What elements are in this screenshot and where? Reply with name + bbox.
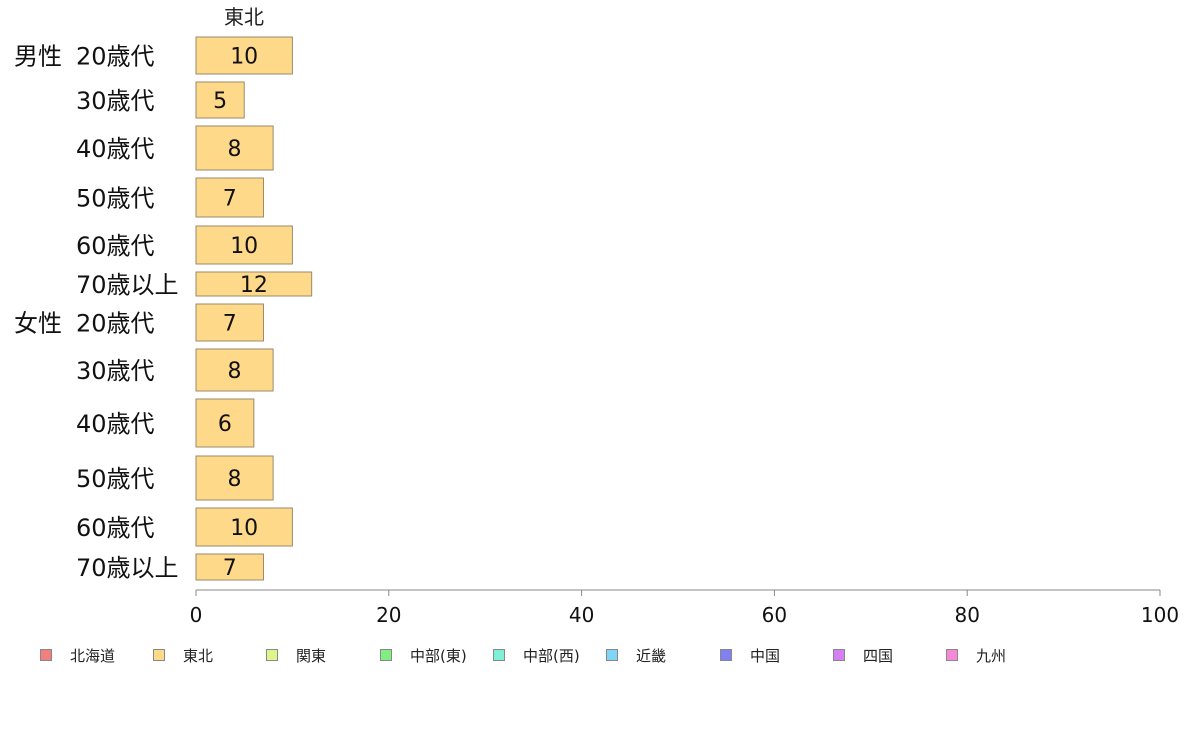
group-label: 女性 — [14, 310, 62, 338]
bar — [195, 348, 274, 392]
bar-value-label: 10 — [230, 516, 258, 541]
bar-value-label: 8 — [228, 467, 242, 492]
legend-item: 東北 — [153, 642, 213, 668]
bar-value-label: 6 — [218, 412, 232, 437]
legend-item: 九州 — [946, 642, 1006, 668]
legend-item: 中部(西) — [493, 642, 580, 668]
category-label: 40歳代 — [76, 410, 155, 438]
category-label: 30歳代 — [76, 357, 155, 385]
category-label: 60歳代 — [76, 232, 155, 260]
category-label: 40歳代 — [76, 135, 155, 163]
bar — [195, 271, 313, 297]
series-header-label: 東北 — [224, 5, 264, 29]
legend-swatch — [606, 649, 618, 661]
category-label: 20歳代 — [76, 43, 155, 71]
bar-value-label: 12 — [240, 273, 268, 298]
legend-label: 近畿 — [636, 646, 667, 665]
group-label: 男性 — [14, 43, 62, 71]
legend-label: 北海道 — [70, 646, 116, 665]
legend-label: 東北 — [183, 646, 214, 665]
legend-swatch — [266, 649, 278, 661]
bar-value-label: 8 — [228, 137, 242, 162]
bar — [195, 303, 264, 342]
legend-swatch — [153, 649, 165, 661]
bar-value-label: 7 — [223, 556, 237, 581]
category-label: 20歳代 — [76, 310, 155, 338]
bar — [195, 398, 255, 448]
x-tick-label: 20 — [376, 603, 401, 627]
x-tick-label: 40 — [569, 603, 594, 627]
bar-value-label: 10 — [230, 45, 258, 70]
legend-label: 四国 — [863, 646, 894, 665]
bar-chart-plot: 東北1020歳代男性530歳代840歳代750歳代1060歳代1270歳以上72… — [14, 5, 1179, 627]
x-tick-label: 80 — [954, 603, 979, 627]
legend-label: 中部(西) — [523, 646, 580, 665]
legend-label: 中部(東) — [410, 646, 467, 665]
legend-label: 九州 — [976, 646, 1007, 665]
bar — [195, 125, 274, 171]
legend-item: 関東 — [266, 642, 326, 668]
bar — [195, 553, 264, 581]
bar-value-label: 8 — [228, 359, 242, 384]
legend-item: 中部(東) — [380, 642, 467, 668]
legend-item: 近畿 — [606, 642, 666, 668]
bar — [195, 36, 293, 75]
bar — [195, 177, 264, 218]
bar-value-label: 7 — [223, 312, 237, 337]
legend-swatch — [380, 649, 392, 661]
category-label: 50歳代 — [76, 185, 155, 213]
bar-value-label: 5 — [213, 89, 227, 114]
bar — [195, 455, 274, 501]
category-label: 60歳代 — [76, 514, 155, 542]
x-tick-label: 0 — [190, 603, 203, 627]
category-label: 50歳代 — [76, 465, 155, 493]
legend-item: 四国 — [833, 642, 893, 668]
legend-item: 中国 — [720, 642, 780, 668]
legend-swatch — [720, 649, 732, 661]
x-tick-label: 100 — [1141, 603, 1179, 627]
category-label: 70歳以上 — [76, 554, 179, 582]
legend-label: 中国 — [750, 646, 781, 665]
chart-legend: 北海道 東北 関東 中部(東) 中部(西) 近畿 中国 四国 九州 — [0, 642, 1188, 668]
bar — [195, 81, 245, 119]
legend-swatch — [833, 649, 845, 661]
bar — [195, 507, 293, 547]
bar-value-label: 10 — [230, 234, 258, 259]
legend-swatch — [40, 649, 52, 661]
legend-swatch — [493, 649, 505, 661]
bar — [195, 225, 293, 265]
category-label: 30歳代 — [76, 87, 155, 115]
legend-item: 北海道 — [40, 642, 115, 668]
x-tick-label: 60 — [762, 603, 787, 627]
category-label: 70歳以上 — [76, 271, 179, 299]
legend-label: 関東 — [296, 646, 327, 665]
bar-value-label: 7 — [223, 187, 237, 212]
legend-swatch — [946, 649, 958, 661]
